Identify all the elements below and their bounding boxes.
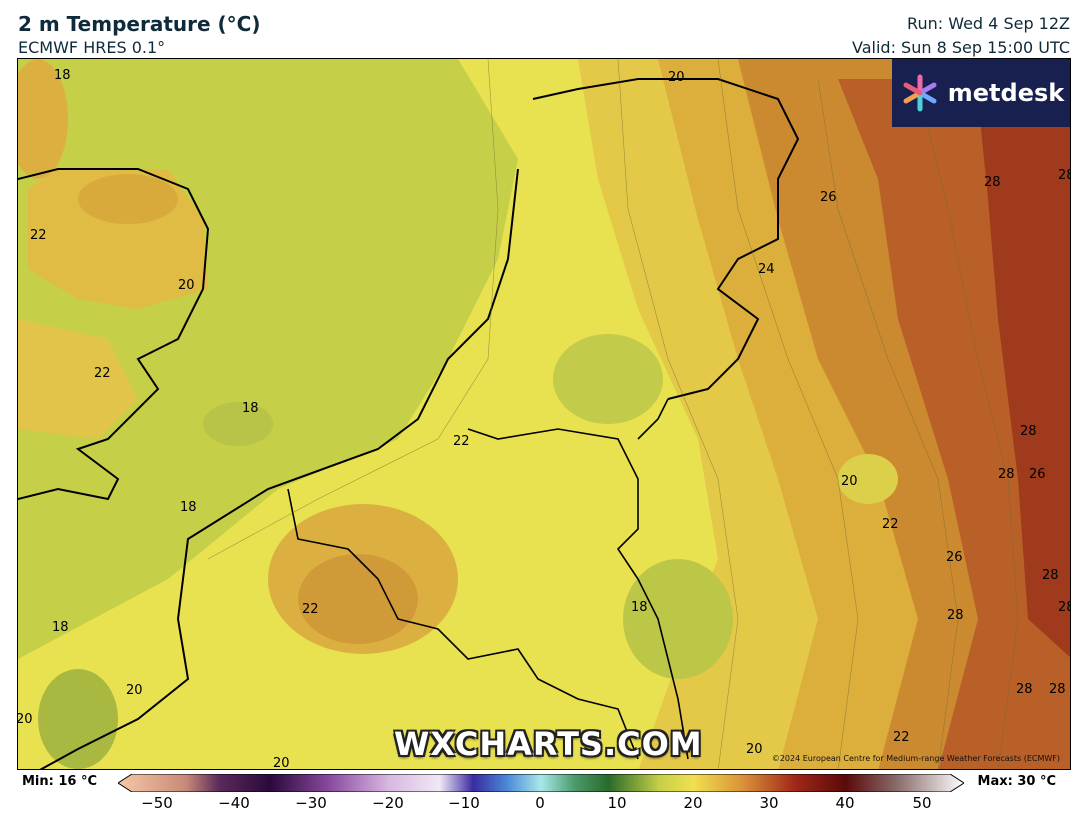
contour-label: 18 — [631, 600, 648, 615]
temperature-map[interactable]: 18 20 22 22 20 22 18 18 22 18 20 20 18 2… — [17, 58, 1071, 770]
flower-icon — [903, 74, 937, 112]
contour-label: 28 — [1049, 682, 1066, 697]
contour-label: 28 — [1042, 568, 1059, 583]
contour-label: 22 — [453, 434, 470, 449]
contour-labels: 18 20 22 22 20 22 18 18 22 18 20 20 18 2… — [18, 68, 1071, 770]
contour-label: 26 — [1029, 467, 1046, 482]
contour-label: 28 — [984, 175, 1001, 190]
contour-label: 20 — [178, 278, 195, 293]
model-label: ECMWF HRES 0.1° — [18, 38, 166, 57]
contour-label: 22 — [94, 366, 111, 381]
colorbar-gradient — [118, 774, 964, 792]
contour-label: 22 — [30, 228, 47, 243]
contour-label: 26 — [946, 550, 963, 565]
tick-label: 40 — [835, 794, 855, 812]
contour-label: 28 — [1016, 682, 1033, 697]
contour-label: 18 — [242, 401, 259, 416]
tick-label: 20 — [683, 794, 703, 812]
contour-label: 18 — [52, 620, 69, 635]
contour-label: 28 — [1058, 168, 1071, 183]
tick-label: −30 — [295, 794, 327, 812]
tick-label: −40 — [218, 794, 250, 812]
contour-label: 24 — [758, 262, 775, 277]
contour-label: 26 — [820, 190, 837, 205]
colorbar: Min: 16 °C Max: 30 °C — [0, 770, 1088, 833]
copyright-text: ©2024 European Centre for Medium-range W… — [771, 754, 1060, 763]
logo-text: metdesk — [947, 79, 1065, 107]
contour-label: 18 — [54, 68, 71, 83]
contour-label: 22 — [893, 730, 910, 745]
contour-label: 18 — [180, 500, 197, 515]
contour-label: 20 — [18, 712, 33, 727]
chart-title: 2 m Temperature (°C) — [18, 12, 261, 36]
tick-label: −20 — [372, 794, 404, 812]
contour-label: 20 — [841, 474, 858, 489]
run-time: Run: Wed 4 Sep 12Z — [907, 14, 1070, 33]
tick-label: 30 — [759, 794, 779, 812]
tick-label: 10 — [607, 794, 627, 812]
tick-label: 0 — [535, 794, 545, 812]
tick-label: 50 — [912, 794, 932, 812]
tick-label: −50 — [141, 794, 173, 812]
contour-label: 28 — [1058, 600, 1071, 615]
colorbar-ticks: −50 −40 −30 −20 −10 0 10 20 30 40 50 — [0, 794, 1088, 824]
contour-label: 28 — [998, 467, 1015, 482]
max-label: Max: 30 °C — [977, 774, 1056, 789]
min-label: Min: 16 °C — [22, 774, 98, 789]
contour-label: 20 — [273, 756, 290, 770]
tick-label: −10 — [448, 794, 480, 812]
contour-label: 28 — [1020, 424, 1037, 439]
contour-label: 20 — [746, 742, 763, 757]
contour-label: 20 — [126, 683, 143, 698]
map-canvas: 18 20 22 22 20 22 18 18 22 18 20 20 18 2… — [18, 59, 1071, 770]
contour-label: 22 — [882, 517, 899, 532]
contour-label: 20 — [668, 70, 685, 85]
wxcharts-watermark: WXCHARTS.COM — [394, 725, 703, 763]
contour-label: 22 — [302, 602, 319, 617]
contour-label: 28 — [947, 608, 964, 623]
valid-time: Valid: Sun 8 Sep 15:00 UTC — [852, 38, 1070, 57]
metdesk-logo: metdesk — [892, 59, 1070, 127]
